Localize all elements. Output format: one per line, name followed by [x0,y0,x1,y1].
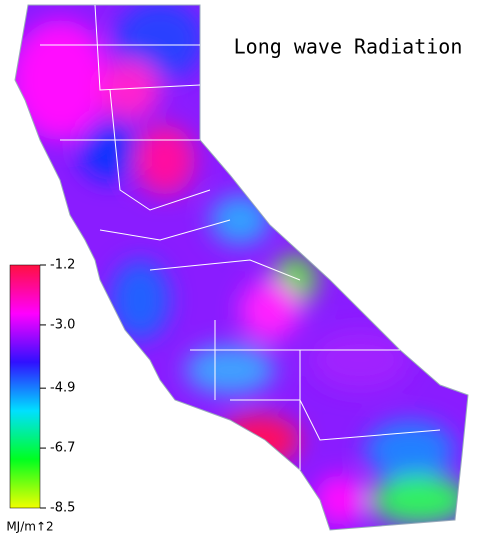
state-outline [14,4,469,531]
colorbar [9,264,41,509]
colorbar-tick-label: -4.9 [50,381,75,396]
county-lines [40,4,441,470]
colorbar-tick-label: -1.2 [50,258,75,273]
map-title: Long wave Radiation [234,35,463,59]
colorbar-tick-label: -3.0 [50,317,75,332]
colorbar-tick-label: -8.5 [50,501,75,516]
colorbar-tick-label: -6.7 [50,441,75,456]
colorbar-unit: MJ/m↑2 [6,520,53,534]
